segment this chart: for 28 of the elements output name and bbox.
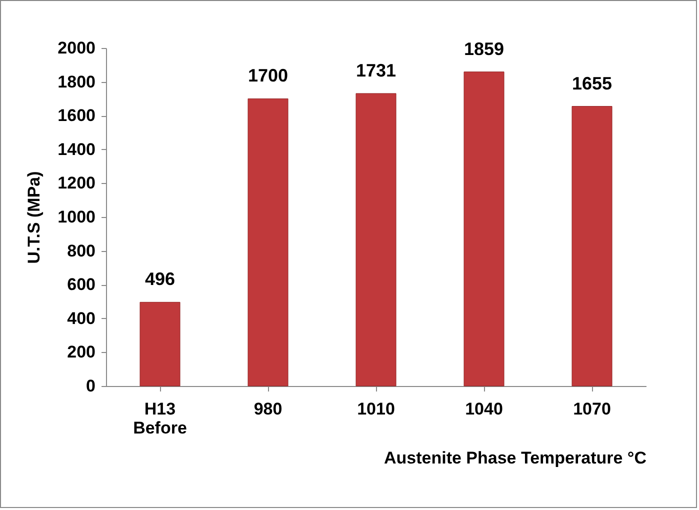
data-label: 1700: [248, 66, 288, 86]
y-tick-label: 1800: [58, 72, 96, 92]
y-tick-label: 1600: [58, 106, 96, 126]
y-tick-label: 400: [67, 308, 96, 328]
data-label: 1859: [464, 38, 504, 59]
bar: [248, 98, 288, 386]
y-tick-label: 0: [86, 376, 96, 396]
y-axis-title: U.T.S (MPa): [24, 171, 44, 264]
y-tick-label: 200: [67, 342, 96, 362]
y-tick-label: 1000: [58, 208, 96, 226]
x-tick-label: H13 Before: [133, 400, 187, 438]
y-tick-label: 600: [67, 275, 96, 294]
data-label: 1655: [572, 73, 612, 94]
bar: [356, 93, 396, 386]
x-tick-label: 1010: [357, 400, 395, 418]
data-label: 1731: [356, 60, 396, 80]
x-tick-label: 1040: [465, 400, 503, 418]
x-tick-label: 1070: [573, 400, 611, 418]
data-label: 496: [144, 269, 176, 290]
x-tick-label: 980: [254, 400, 282, 418]
bar: [464, 72, 504, 386]
y-tick-label: 1200: [58, 174, 96, 193]
bar: [140, 302, 180, 386]
y-tick-label: 2000: [58, 38, 96, 58]
x-axis-title: Austenite Phase Temperature °C: [384, 448, 646, 468]
y-tick-label: 1400: [58, 140, 96, 159]
bar: [572, 106, 612, 386]
y-tick-label: 800: [67, 241, 96, 260]
